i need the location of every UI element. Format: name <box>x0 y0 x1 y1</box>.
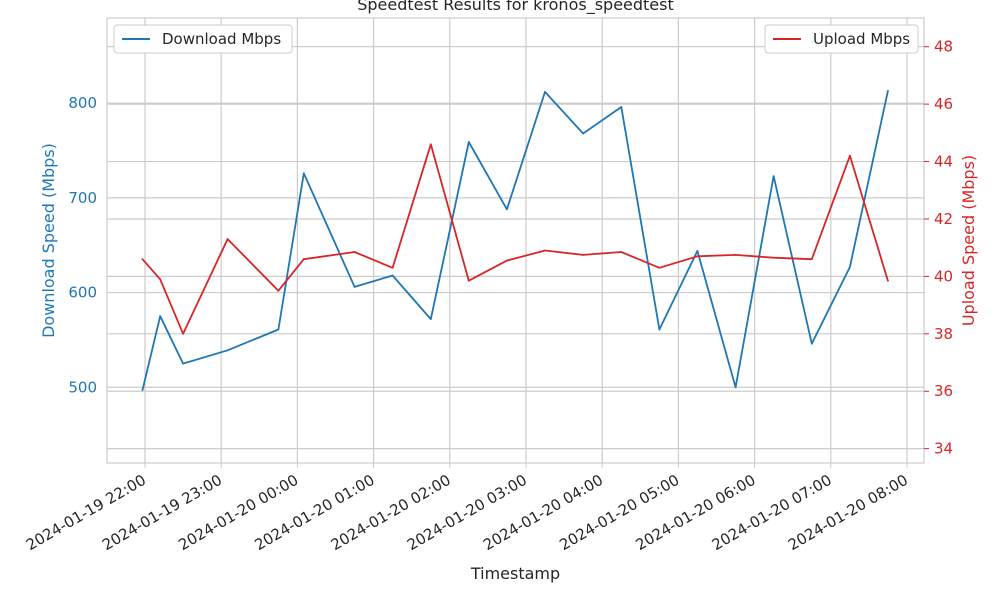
series <box>141 90 889 391</box>
upload-data-point <box>848 154 851 157</box>
upload-data-point <box>887 279 889 282</box>
y-axis-right-label: Upload Speed (Mbps) <box>959 155 978 326</box>
upload-data-point <box>582 253 585 256</box>
upload-data-point <box>734 253 737 256</box>
legend-download-label: Download Mbps <box>162 30 281 48</box>
download-data-point <box>467 141 470 143</box>
download-data-point <box>582 132 585 135</box>
upload-data-point <box>467 279 470 282</box>
y-left-tick-label: 700 <box>68 189 97 207</box>
download-data-point <box>141 389 144 391</box>
upload-data-point <box>302 258 305 261</box>
download-data-point <box>277 328 280 331</box>
download-data-point <box>506 208 508 211</box>
upload-data-point <box>226 238 229 240</box>
download-data-point <box>734 386 737 389</box>
x-axis-label: Timestamp <box>470 564 560 583</box>
download-data-point <box>887 90 889 92</box>
upload-data-point <box>141 258 144 261</box>
y-right-tick-label: 46 <box>934 95 953 113</box>
upload-data-point <box>620 251 623 253</box>
upload-data-point <box>182 332 185 335</box>
legend-upload-box <box>764 24 919 54</box>
upload-data-point <box>159 278 162 281</box>
chart-title: Speedtest Results for kronos_speedtest <box>357 0 674 15</box>
y-left-tick-label: 600 <box>68 284 97 302</box>
y-right-tick-label: 36 <box>934 382 953 400</box>
download-data-point <box>391 274 394 277</box>
x-tick-label: 2024-01-19 22:00 <box>23 471 149 554</box>
upload-series-line <box>141 143 889 335</box>
upload-data-point <box>544 249 546 252</box>
y-right-tick-label: 34 <box>934 440 953 458</box>
y-right-tick-label: 44 <box>934 153 953 171</box>
download-data-point <box>696 250 699 252</box>
upload-data-point <box>506 259 508 262</box>
y-left-tick-label: 800 <box>68 94 97 112</box>
legend-upload: Upload Mbps <box>764 24 919 54</box>
legend-download: Download Mbps <box>113 24 293 54</box>
download-series-line <box>141 90 889 391</box>
y-right-tick-label: 40 <box>934 267 953 285</box>
download-data-point <box>658 328 661 331</box>
legend-download-box <box>113 24 293 54</box>
plot-frame <box>106 17 925 464</box>
download-data-point <box>848 266 851 268</box>
upload-data-point <box>277 289 280 292</box>
upload-data-point <box>810 258 813 261</box>
upload-data-point <box>429 143 432 146</box>
download-data-point <box>302 172 305 175</box>
download-data-point <box>429 318 432 320</box>
upload-data-point <box>391 266 394 269</box>
y-axis-left-label: Download Speed (Mbps) <box>39 143 58 338</box>
y-right-tick-label: 38 <box>934 325 953 343</box>
download-data-point <box>353 285 356 288</box>
y-right-tick-label: 42 <box>934 210 953 228</box>
upload-data-point <box>772 256 775 259</box>
upload-data-point <box>353 251 356 253</box>
download-data-point <box>810 342 813 345</box>
y-right-tick-label: 48 <box>934 38 953 56</box>
legend-upload-label: Upload Mbps <box>813 30 910 48</box>
download-data-point <box>544 90 546 93</box>
upload-data-point <box>696 255 699 258</box>
download-data-point <box>182 362 185 365</box>
download-data-point <box>772 175 775 178</box>
upload-data-point <box>658 266 661 269</box>
download-data-point <box>226 349 229 352</box>
download-data-point <box>159 315 162 318</box>
y-left-tick-label: 500 <box>68 378 97 396</box>
download-data-point <box>620 106 623 108</box>
